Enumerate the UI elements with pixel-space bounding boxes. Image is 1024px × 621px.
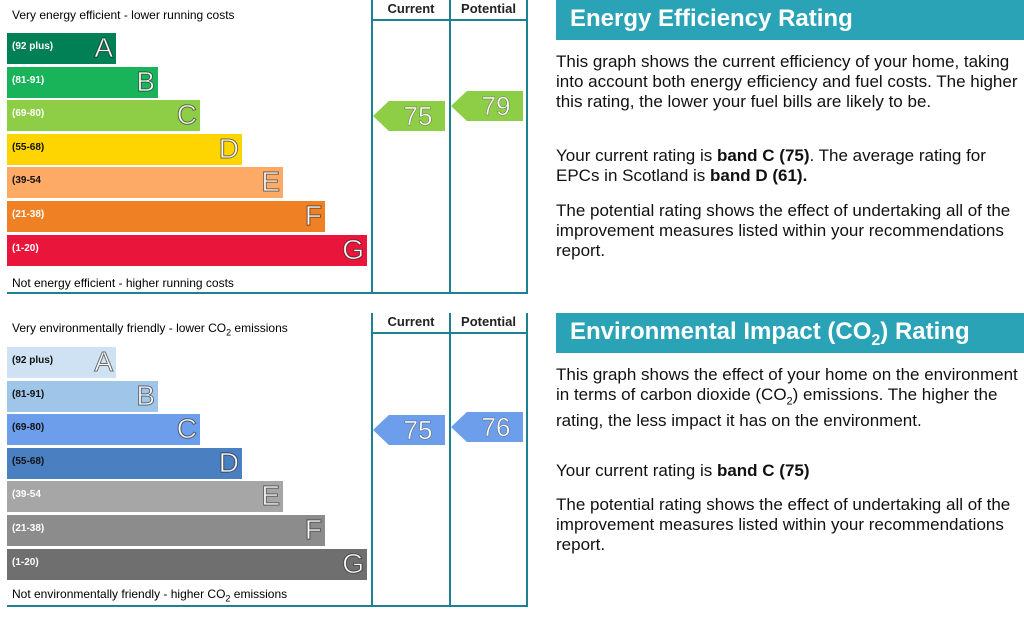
energy-efficiency-heading: Energy Efficiency Rating bbox=[556, 0, 1024, 40]
band-range-label: (55-68) bbox=[12, 456, 45, 467]
potential-rating-value: 79 bbox=[481, 91, 511, 122]
band-letter: G bbox=[342, 234, 365, 266]
energy-description: This graph shows the current efficiency … bbox=[556, 52, 1018, 111]
chart-right-border bbox=[526, 313, 528, 605]
band-letter: C bbox=[176, 99, 197, 131]
rating-band-a: (92 plus) A bbox=[7, 32, 116, 64]
band-letter: E bbox=[261, 166, 281, 198]
chart-top-caption: Very energy efficient - lower running co… bbox=[12, 8, 235, 22]
band-letter: B bbox=[136, 66, 156, 98]
current-rating-value: 75 bbox=[403, 415, 433, 446]
rating-band-f: (21-38) F bbox=[7, 514, 325, 546]
rating-band-b: (81-91) B bbox=[7, 380, 158, 412]
energy-potential-text: The potential rating shows the effect of… bbox=[556, 201, 1011, 260]
potential-rating-arrow: 79 bbox=[451, 91, 523, 121]
chart-right-border bbox=[526, 0, 528, 292]
band-letter: G bbox=[342, 548, 365, 580]
potential-rating-arrow: 76 bbox=[451, 412, 523, 442]
potential-column-header: Potential bbox=[461, 1, 516, 16]
header-divider bbox=[371, 332, 528, 334]
current-column-header: Current bbox=[387, 1, 435, 16]
band-range-label: (55-68) bbox=[12, 142, 45, 153]
rating-band-c: (69-80) C bbox=[7, 99, 200, 131]
current-column-border bbox=[371, 0, 373, 292]
environmental-impact-chart: Current Potential Very environmentally f… bbox=[7, 313, 528, 607]
rating-band-g: (1-20) G bbox=[7, 234, 367, 266]
rating-band-a: (92 plus) A bbox=[7, 346, 116, 378]
band-range-label: (81-91) bbox=[12, 75, 45, 86]
band-range-label: (39-54 bbox=[12, 489, 41, 500]
chart-bottom-caption: Not energy efficient - higher running co… bbox=[12, 276, 234, 290]
potential-column-border bbox=[449, 313, 451, 605]
rating-band-d: (55-68) D bbox=[7, 133, 242, 165]
band-letter: A bbox=[94, 346, 114, 378]
header-divider bbox=[371, 19, 528, 21]
rating-band-e: (39-54 E bbox=[7, 480, 283, 512]
current-rating-arrow: 75 bbox=[373, 101, 445, 131]
band-range-label: (1-20) bbox=[12, 243, 39, 254]
band-letter: F bbox=[304, 200, 322, 232]
current-rating-value: 75 bbox=[403, 101, 433, 132]
potential-column-header: Potential bbox=[461, 314, 516, 329]
environment-current-rating-text: Your current rating is band C (75) bbox=[556, 461, 810, 480]
band-letter: E bbox=[261, 480, 281, 512]
rating-band-d: (55-68) D bbox=[7, 447, 242, 479]
current-column-border bbox=[371, 313, 373, 605]
band-range-label: (81-91) bbox=[12, 389, 45, 400]
environmental-impact-heading: Environmental Impact (CO2) Rating bbox=[556, 313, 1024, 353]
band-letter: B bbox=[136, 380, 156, 412]
band-letter: F bbox=[304, 514, 322, 546]
rating-band-b: (81-91) B bbox=[7, 66, 158, 98]
band-range-label: (69-80) bbox=[12, 108, 45, 119]
energy-current-rating-text: Your current rating is band C (75). The … bbox=[556, 146, 986, 185]
potential-rating-value: 76 bbox=[481, 412, 511, 443]
chart-top-caption: Very environmentally friendly - lower CO… bbox=[12, 321, 288, 338]
band-range-label: (92 plus) bbox=[12, 41, 54, 52]
current-rating-arrow: 75 bbox=[373, 415, 445, 445]
environment-potential-text: The potential rating shows the effect of… bbox=[556, 495, 1011, 554]
rating-band-g: (1-20) G bbox=[7, 548, 367, 580]
band-range-label: (21-38) bbox=[12, 523, 45, 534]
band-range-label: (1-20) bbox=[12, 557, 39, 568]
band-range-label: (39-54 bbox=[12, 175, 41, 186]
band-range-label: (69-80) bbox=[12, 422, 45, 433]
environment-description: This graph shows the effect of your home… bbox=[556, 365, 1018, 431]
band-letter: C bbox=[176, 413, 197, 445]
rating-band-c: (69-80) C bbox=[7, 413, 200, 445]
energy-efficiency-chart: Current Potential Very energy efficient … bbox=[7, 0, 528, 294]
band-letter: A bbox=[94, 32, 114, 64]
band-letter: D bbox=[218, 447, 239, 479]
current-column-header: Current bbox=[387, 314, 435, 329]
band-range-label: (92 plus) bbox=[12, 355, 54, 366]
potential-column-border bbox=[449, 0, 451, 292]
band-letter: D bbox=[218, 133, 239, 165]
chart-bottom-caption: Not environmentally friendly - higher CO… bbox=[12, 586, 288, 603]
rating-band-e: (39-54 E bbox=[7, 166, 283, 198]
band-range-label: (21-38) bbox=[12, 209, 45, 220]
rating-band-f: (21-38) F bbox=[7, 200, 325, 232]
